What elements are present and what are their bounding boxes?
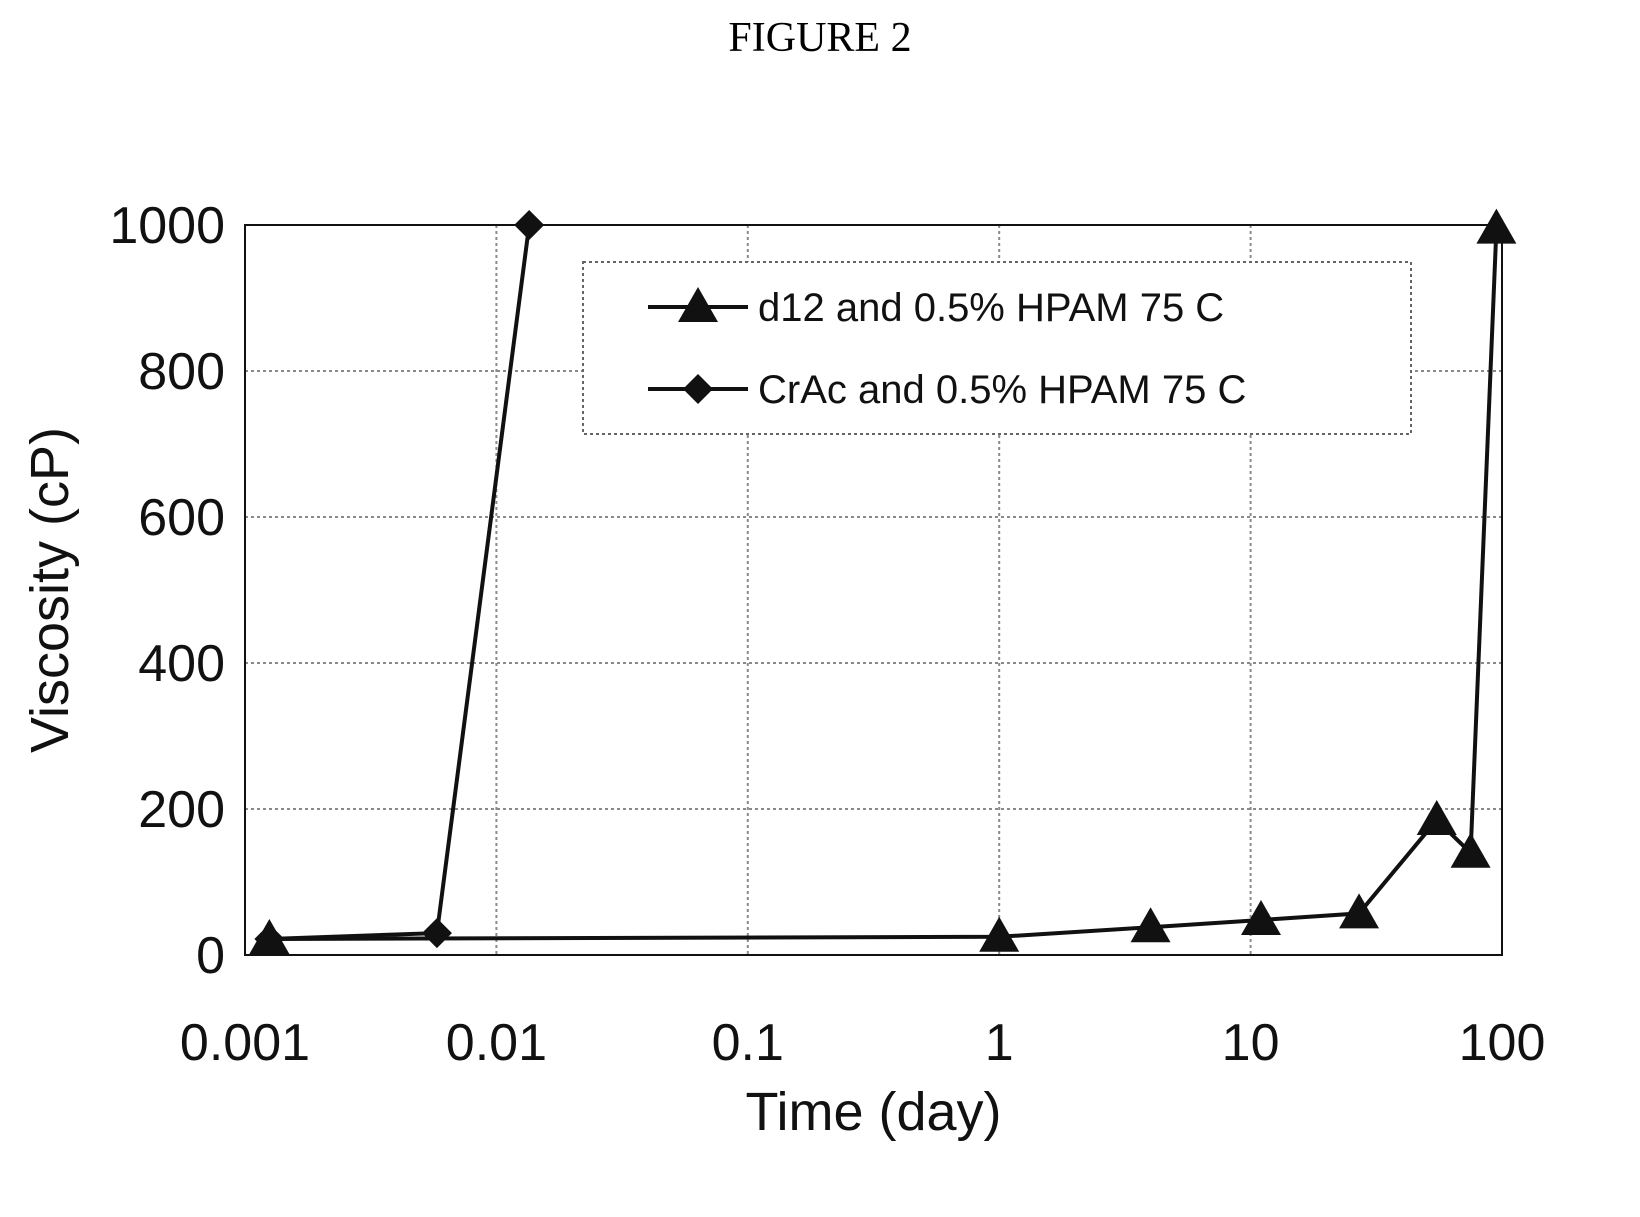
legend-box	[582, 261, 1412, 435]
x-tick-label: 1	[985, 1014, 1014, 1072]
legend-marker	[678, 287, 718, 322]
y-tick-label: 1000	[109, 197, 225, 255]
figure-title: FIGURE 2	[728, 15, 912, 61]
y-tick-label: 200	[138, 781, 225, 839]
series-layer	[249, 208, 1517, 954]
x-tick-label: 100	[1459, 1014, 1546, 1072]
series-2	[254, 210, 545, 954]
y-tick-label: 800	[138, 343, 225, 401]
legend-entry: CrAc and 0.5% HPAM 75 C	[648, 368, 1246, 412]
series-1-point	[1450, 832, 1491, 868]
series-2-point	[254, 923, 285, 954]
legend: d12 and 0.5% HPAM 75 C CrAc and 0.5% HPAM…	[582, 261, 1412, 435]
series-2-point	[421, 918, 452, 949]
x-tick-label: 0.001	[180, 1014, 310, 1072]
series-1-point	[1416, 799, 1457, 835]
series-2-point	[514, 210, 545, 240]
legend-label: CrAc and 0.5% HPAM 75 C	[758, 368, 1246, 412]
series-2-line	[269, 224, 532, 941]
legend-marker	[683, 374, 713, 404]
series-1-point	[1339, 893, 1380, 929]
legend-label: d12 and 0.5% HPAM 75 C	[758, 286, 1224, 330]
series-1-point	[979, 916, 1020, 952]
y-axis-title: Viscosity (cP)	[20, 427, 80, 753]
y-tick-label: 0	[196, 927, 225, 985]
plot-frame	[244, 224, 1503, 956]
x-axis-title: Time (day)	[745, 1082, 1001, 1142]
series-1-point	[1130, 907, 1171, 943]
x-tick-label: 0.1	[712, 1014, 784, 1072]
y-tick-label: 400	[138, 635, 225, 693]
x-tick-label: 10	[1222, 1014, 1280, 1072]
y-axis-ticks: 0 200 400 600 800 1000	[109, 197, 225, 985]
series-1-point	[1476, 208, 1517, 244]
y-tick-label: 600	[138, 489, 225, 547]
series-1-point	[1241, 899, 1282, 935]
series-1	[249, 208, 1517, 954]
x-axis-ticks: 0.001 0.01 0.1 1 10 100	[180, 1014, 1545, 1072]
x-tick-label: 0.01	[446, 1014, 547, 1072]
legend-entry: d12 and 0.5% HPAM 75 C	[648, 286, 1224, 330]
